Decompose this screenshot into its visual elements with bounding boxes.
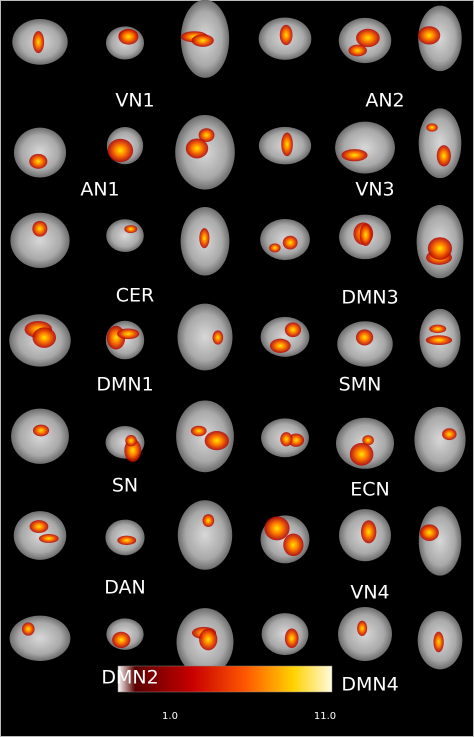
activation-blob [359,223,372,247]
colorbar [117,665,333,693]
network-label: CER [116,285,154,307]
activation-blob [118,28,139,45]
activation-blob [107,138,134,163]
network-label: DMN3 [341,287,398,309]
activation-blob [284,628,299,649]
colorbar-max-label: 11.0 [314,711,336,722]
activation-blob [280,432,293,447]
brain-slice [106,219,144,252]
brain-images [9,0,466,676]
activation-blob [32,327,57,348]
brain-slice [9,615,71,661]
activation-blob [355,329,374,346]
activation-blob [418,26,441,45]
activation-blob [357,620,368,637]
activation-blob [29,520,49,534]
activation-blob [124,225,138,234]
activation-blob [191,34,214,47]
activation-blob [419,524,439,541]
network-label: AN1 [80,179,119,201]
brain-slice [418,108,462,179]
network-label: VN4 [350,582,389,604]
activation-blob [429,324,447,334]
activation-blob [199,628,218,651]
brain-slice [177,500,233,570]
activation-blob [204,430,229,451]
activation-blob [38,534,59,543]
network-label: SN [112,475,138,497]
network-label: SMN [339,374,382,396]
activation-blob [185,138,209,159]
activation-blob [190,425,207,437]
activation-blob [202,514,215,528]
brain-slice [177,303,233,371]
brain-slice [418,506,462,576]
brain-slice [13,511,67,560]
brain-slice [13,127,67,178]
activation-blob [433,631,444,653]
brain-slice [10,212,70,268]
activation-blob [282,235,298,250]
network-label: ECN [350,479,389,501]
brain-slice [261,613,309,656]
activation-blob [212,330,224,345]
network-label: DMN1 [96,374,153,396]
activation-blob [117,535,137,546]
activation-blob [426,123,438,132]
activation-blob [32,220,48,237]
network-label: VN1 [115,90,154,112]
activation-blob [32,31,45,54]
activation-blob [279,24,293,46]
activation-blob [425,335,453,345]
network-label: DAN [104,577,146,599]
activation-blob [125,435,137,447]
brain-slice [418,5,462,72]
activation-blob [436,145,451,167]
activation-blob [198,128,215,142]
activation-blob [21,622,35,636]
activation-blob [341,149,368,162]
colorbar-min-label: 1.0 [162,711,178,722]
activation-blob [199,228,210,249]
activation-blob [442,428,457,441]
activation-blob [356,28,380,48]
activation-blob [348,44,367,57]
activation-blob [362,435,374,446]
activation-blob [269,338,291,353]
network-label: DMN2 [101,667,158,689]
network-label: VN3 [355,179,394,201]
activation-blob [32,424,50,437]
network-label: DMN4 [341,674,398,696]
activation-blob [349,442,374,466]
activation-blob [112,631,131,648]
activation-blob [269,243,281,253]
activation-blob [281,132,293,157]
activation-blob [283,533,304,557]
activation-blob [360,520,377,544]
brain-slice [335,121,395,174]
activation-blob [427,237,453,260]
network-label: AN2 [365,90,404,112]
brain-slice [414,406,466,473]
activation-blob [29,153,48,169]
brain-slice [176,400,234,473]
activation-blob [284,322,302,338]
activation-blob [117,328,140,340]
activation-blob [264,516,290,541]
